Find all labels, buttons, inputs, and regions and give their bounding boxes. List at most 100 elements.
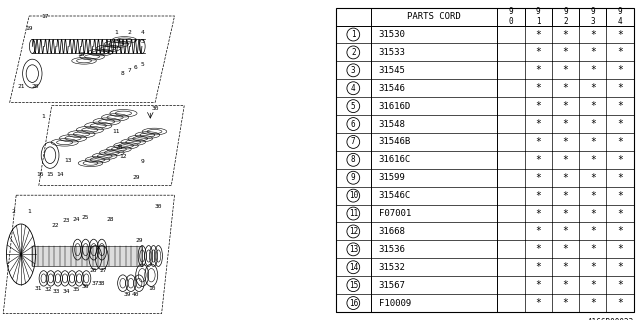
Text: *: * (590, 119, 596, 129)
Text: 8: 8 (121, 71, 125, 76)
Text: 28: 28 (116, 145, 124, 150)
Text: 8: 8 (351, 155, 356, 164)
Text: *: * (617, 244, 623, 254)
Text: 11: 11 (113, 129, 120, 134)
Text: *: * (563, 101, 568, 111)
Text: 9
4: 9 4 (618, 7, 622, 26)
Text: 14: 14 (349, 263, 358, 272)
Text: F07001: F07001 (379, 209, 411, 218)
Text: 30: 30 (155, 204, 162, 209)
Text: *: * (617, 83, 623, 93)
Text: 13: 13 (349, 245, 358, 254)
Text: *: * (617, 101, 623, 111)
Text: *: * (536, 119, 541, 129)
Text: *: * (590, 262, 596, 272)
Text: *: * (563, 155, 568, 165)
Text: 6: 6 (351, 120, 356, 129)
Text: 38: 38 (98, 281, 106, 286)
Text: *: * (536, 83, 541, 93)
Text: *: * (590, 101, 596, 111)
Text: 32: 32 (45, 287, 52, 292)
Bar (32, 246, 142, 266)
Text: *: * (563, 191, 568, 201)
Text: 14: 14 (56, 172, 63, 177)
Text: 22: 22 (51, 223, 59, 228)
Text: 9: 9 (351, 173, 356, 182)
Text: 27: 27 (100, 268, 107, 273)
Text: 31548: 31548 (379, 120, 406, 129)
Text: *: * (536, 298, 541, 308)
Text: *: * (590, 29, 596, 40)
Text: 31546: 31546 (379, 84, 406, 93)
Text: *: * (536, 191, 541, 201)
Text: 1: 1 (115, 29, 118, 35)
Text: 17: 17 (42, 13, 49, 19)
Text: 29: 29 (135, 237, 143, 243)
Text: *: * (590, 280, 596, 290)
Text: *: * (590, 137, 596, 147)
Text: *: * (563, 173, 568, 183)
Text: 12: 12 (119, 154, 127, 159)
Text: 4: 4 (140, 29, 144, 35)
Text: 31536: 31536 (379, 245, 406, 254)
Text: 2: 2 (11, 209, 15, 214)
Text: 13: 13 (64, 157, 72, 163)
Text: 25: 25 (82, 215, 90, 220)
Text: 31546C: 31546C (379, 191, 411, 200)
Text: 1: 1 (351, 30, 356, 39)
Text: 23: 23 (63, 218, 70, 223)
Text: 31616C: 31616C (379, 155, 411, 164)
Text: *: * (617, 280, 623, 290)
Text: 7: 7 (351, 137, 356, 147)
Text: 9: 9 (140, 159, 144, 164)
Text: *: * (563, 227, 568, 236)
Text: *: * (536, 155, 541, 165)
Text: 31: 31 (35, 285, 42, 291)
Text: *: * (590, 298, 596, 308)
Text: 35: 35 (72, 287, 80, 292)
Text: *: * (536, 227, 541, 236)
Text: 28: 28 (106, 217, 114, 222)
Text: A166B00023: A166B00023 (588, 318, 634, 320)
Text: *: * (590, 209, 596, 219)
Text: *: * (563, 137, 568, 147)
Text: 9
3: 9 3 (591, 7, 595, 26)
Text: *: * (617, 191, 623, 201)
Text: 11: 11 (349, 209, 358, 218)
Text: 9
0: 9 0 (509, 7, 513, 26)
Text: 21: 21 (17, 84, 25, 89)
Text: 39: 39 (124, 292, 131, 297)
Text: 12: 12 (349, 227, 358, 236)
Text: *: * (590, 173, 596, 183)
Text: *: * (617, 209, 623, 219)
Text: 15: 15 (349, 281, 358, 290)
Text: 3: 3 (140, 39, 144, 44)
Text: 6: 6 (134, 65, 138, 70)
Text: *: * (617, 155, 623, 165)
Text: *: * (590, 47, 596, 57)
Text: *: * (563, 262, 568, 272)
Text: *: * (590, 244, 596, 254)
Text: 2: 2 (351, 48, 356, 57)
Text: 34: 34 (63, 289, 70, 294)
Text: PARTS CORD: PARTS CORD (407, 12, 461, 21)
Text: 36: 36 (82, 284, 90, 289)
Text: 5: 5 (351, 102, 356, 111)
Text: 20: 20 (32, 84, 39, 89)
Text: 10: 10 (148, 285, 156, 291)
Text: 31599: 31599 (379, 173, 406, 182)
Text: *: * (590, 227, 596, 236)
Text: *: * (563, 244, 568, 254)
Text: 4: 4 (351, 84, 356, 93)
Text: 18: 18 (77, 52, 84, 57)
Text: 29: 29 (132, 175, 140, 180)
Text: 16: 16 (349, 299, 358, 308)
Text: *: * (536, 209, 541, 219)
Text: *: * (536, 101, 541, 111)
Text: 31533: 31533 (379, 48, 406, 57)
Text: 37: 37 (92, 281, 99, 286)
Text: *: * (617, 29, 623, 40)
Text: *: * (536, 173, 541, 183)
Text: *: * (536, 280, 541, 290)
Text: 30: 30 (152, 106, 159, 111)
